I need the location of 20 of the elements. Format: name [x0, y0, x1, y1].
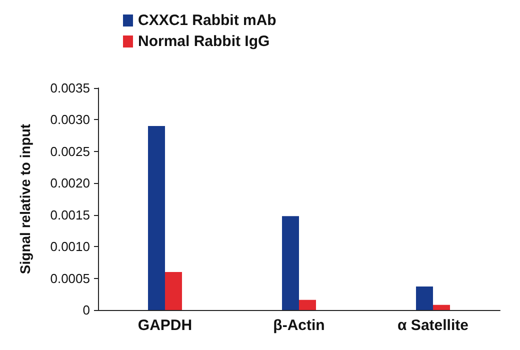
- y-axis-title: Signal relative to input: [17, 124, 33, 274]
- y-tick-label: 0.0025: [50, 144, 90, 159]
- y-tick-label: 0.0005: [50, 270, 90, 286]
- bar: [148, 126, 165, 310]
- bar: [433, 304, 450, 310]
- bar: [416, 286, 433, 310]
- y-tick-label: 0: [82, 302, 90, 318]
- x-tick-label: α Satellite: [398, 317, 468, 334]
- y-tick-label: 0.0030: [50, 112, 90, 128]
- y-tick-label: 0.0020: [50, 176, 90, 191]
- bar: [299, 300, 316, 310]
- y-tick-label: 0.0010: [50, 239, 90, 254]
- x-tick-label: β-Actin: [273, 317, 325, 334]
- legend-label: CXXC1 Rabbit mAb: [138, 12, 276, 29]
- x-tick-label: GAPDH: [138, 317, 192, 334]
- bar: [282, 216, 299, 310]
- legend-label: Normal Rabbit IgG: [138, 33, 270, 50]
- bar: [165, 272, 182, 310]
- y-tick-label: 0.0015: [50, 207, 90, 222]
- y-tick-label: 0.0035: [50, 80, 90, 96]
